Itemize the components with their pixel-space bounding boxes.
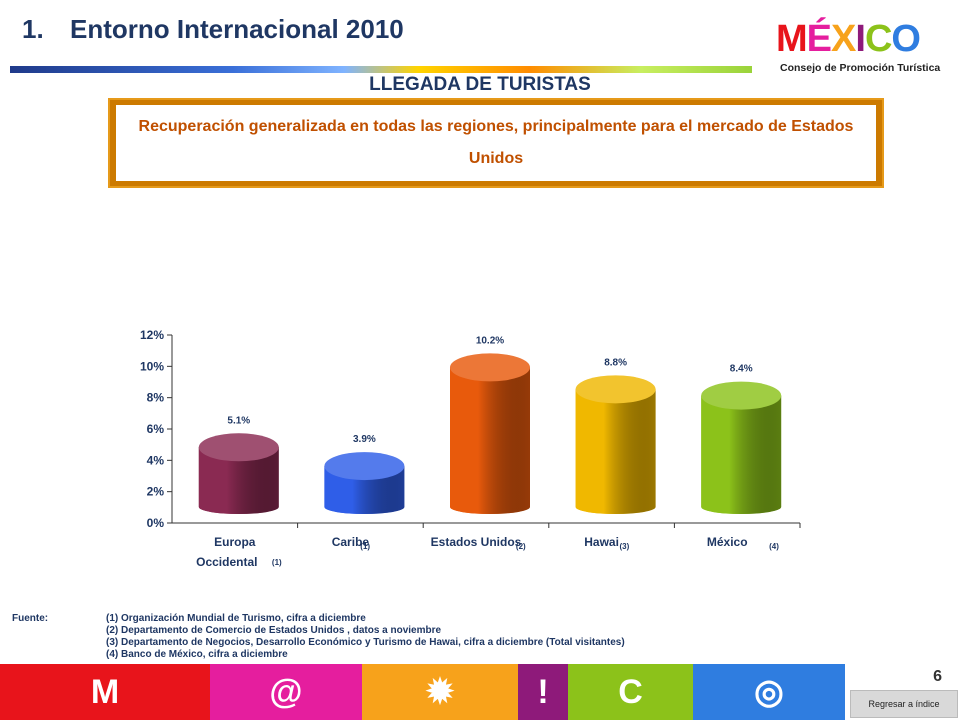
page-number: 6	[933, 668, 942, 685]
data-label: 10.2%	[476, 335, 504, 346]
bar	[450, 353, 530, 514]
mexico-logo: MÉXICO Consejo de Promoción Turística	[776, 18, 951, 78]
bar-shade	[701, 395, 782, 514]
bar	[575, 375, 656, 514]
bar-top	[324, 452, 405, 481]
x-tick-label: Occidental	[196, 555, 257, 569]
source-label: Fuente:	[12, 613, 49, 624]
wheel-icon: ◎	[693, 664, 845, 720]
chart-bars	[198, 353, 782, 514]
back-to-index-button[interactable]: Regresar a índice	[850, 690, 958, 718]
logo-subtitle: Consejo de Promoción Turística	[780, 62, 941, 74]
bar	[324, 452, 405, 514]
category-ref: (1)	[360, 542, 370, 551]
footer-stripes: M @ ✹ ! C ◎	[0, 664, 845, 720]
bar-top	[198, 433, 279, 462]
data-label: 8.8%	[604, 357, 627, 368]
y-tick-label: 0%	[147, 516, 165, 530]
section-title: LLEGADA DE TURISTAS	[369, 74, 591, 95]
exclaim-icon: !	[518, 664, 568, 720]
spiral-icon: @	[210, 664, 362, 720]
data-label: 3.9%	[353, 434, 376, 445]
title-underline	[10, 66, 752, 73]
y-tick-label: 2%	[147, 485, 165, 499]
source-line: (2) Departamento de Comercio de Estados …	[106, 625, 442, 636]
category-ref: (2)	[516, 542, 526, 551]
category-ref: (4)	[769, 542, 779, 551]
logo-wordmark: MÉXICO	[776, 18, 921, 60]
bar-shade	[450, 367, 530, 514]
y-tick-label: 12%	[140, 328, 164, 342]
callout-text: Recuperación generalizada en todas las r…	[116, 105, 876, 181]
circle-icon: C	[568, 664, 693, 720]
bar	[198, 433, 279, 514]
title-text: Entorno Internacional 2010	[70, 14, 404, 44]
y-tick-label: 4%	[147, 453, 165, 467]
data-label: 5.1%	[227, 415, 250, 426]
callout-box: Recuperación generalizada en todas las r…	[108, 98, 884, 188]
chart-labels: 5.1% 3.9% 10.2% 8.8% 8.4% Europa Occidental (1)…	[196, 335, 779, 569]
bar-top	[450, 353, 530, 382]
data-label: 8.4%	[730, 364, 753, 375]
chart-axes: 0% 2% 4% 6% 8% 10% 12%	[140, 328, 801, 530]
x-tick-label: México	[707, 535, 748, 549]
x-tick-label: Europa	[214, 535, 256, 549]
bar-top-highlight	[701, 381, 782, 410]
category-ref: (1)	[272, 558, 282, 567]
title-number: 1.	[22, 14, 44, 44]
bar-top-highlight	[450, 353, 530, 382]
bar-top-highlight	[575, 375, 656, 404]
bar-top	[575, 375, 656, 404]
source-line: (4) Banco de México, cifra a diciembre	[106, 649, 288, 660]
category-ref: (3)	[620, 542, 630, 551]
x-tick-label: Estados Unidos	[431, 535, 522, 549]
bar-top-highlight	[198, 433, 279, 462]
x-tick-label: Caribe	[332, 535, 370, 549]
x-tick-label: Hawai	[584, 535, 619, 549]
bar-top-highlight	[324, 452, 405, 481]
bar-shade	[198, 447, 279, 514]
page-title: 1. Entorno Internacional 2010	[22, 14, 404, 45]
y-tick-label: 8%	[147, 391, 165, 405]
bar	[701, 381, 782, 514]
source-line: (3) Departamento de Negocios, Desarrollo…	[106, 637, 625, 648]
y-tick-label: 6%	[147, 422, 165, 436]
star-icon: ✹	[362, 664, 518, 720]
y-tick-label: 10%	[140, 359, 164, 373]
source-line: (1) Organización Mundial de Turismo, cif…	[106, 613, 366, 624]
bar-top	[701, 381, 782, 410]
bar-shade	[575, 389, 656, 514]
ruin-icon: M	[0, 664, 210, 720]
